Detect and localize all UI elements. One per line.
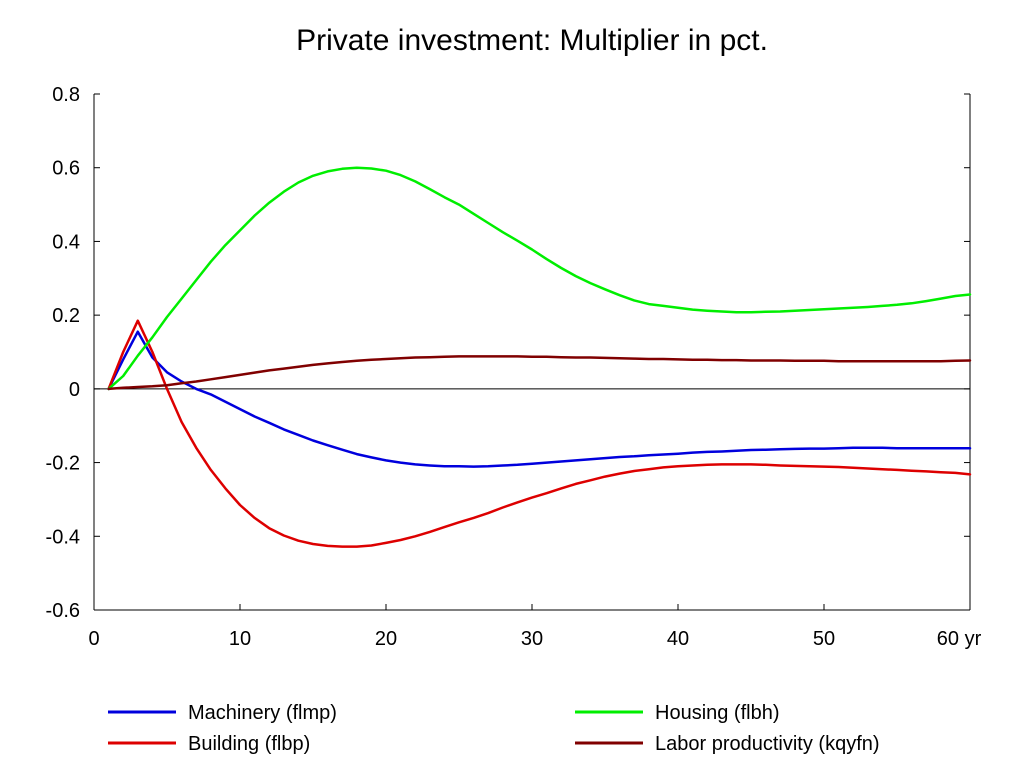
x-tick-label: 40 [667, 628, 689, 650]
y-tick-label: 0.8 [52, 84, 80, 106]
y-tick-label: -0.2 [46, 453, 80, 475]
y-tick-label: 0 [69, 379, 80, 401]
series-line-1 [107, 330, 972, 468]
y-tick-label: 0.6 [52, 158, 80, 180]
series-line-4 [107, 355, 972, 391]
legend-label-4: Labor productivity (kqyfn) [655, 733, 880, 755]
x-tick-label: 20 [375, 628, 397, 650]
x-tick-label: 0 [88, 628, 99, 650]
x-tick-label: 10 [229, 628, 251, 650]
x-tick-label: 50 [813, 628, 835, 650]
plot-area: -0.6 -0.4 -0.2 0 0.2 0.4 0.6 0.8 0 10 20 30 40 50 60 y… [46, 84, 982, 650]
legend-label-2: Building (flbp) [188, 733, 310, 755]
chart-title: Private investment: Multiplier in pct. [296, 24, 768, 57]
series-line-2 [107, 319, 972, 548]
y-tick-label: 0.4 [52, 231, 80, 253]
y-tick-label: -0.6 [46, 600, 80, 622]
y-tick-label: 0.2 [52, 305, 80, 327]
series-line-3 [107, 166, 972, 391]
x-tick-label: 60 yr [937, 628, 982, 650]
legend-label-1: Machinery (flmp) [188, 702, 337, 724]
legend-label-3: Housing (flbh) [655, 702, 780, 724]
x-tick-label: 30 [521, 628, 543, 650]
legend: Machinery (flmp) Building (flbp) Housing (… [108, 702, 880, 755]
y-tick-label: -0.4 [46, 526, 80, 548]
